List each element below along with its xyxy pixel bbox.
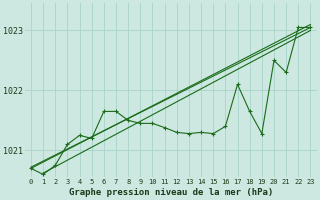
X-axis label: Graphe pression niveau de la mer (hPa): Graphe pression niveau de la mer (hPa) — [68, 188, 273, 197]
